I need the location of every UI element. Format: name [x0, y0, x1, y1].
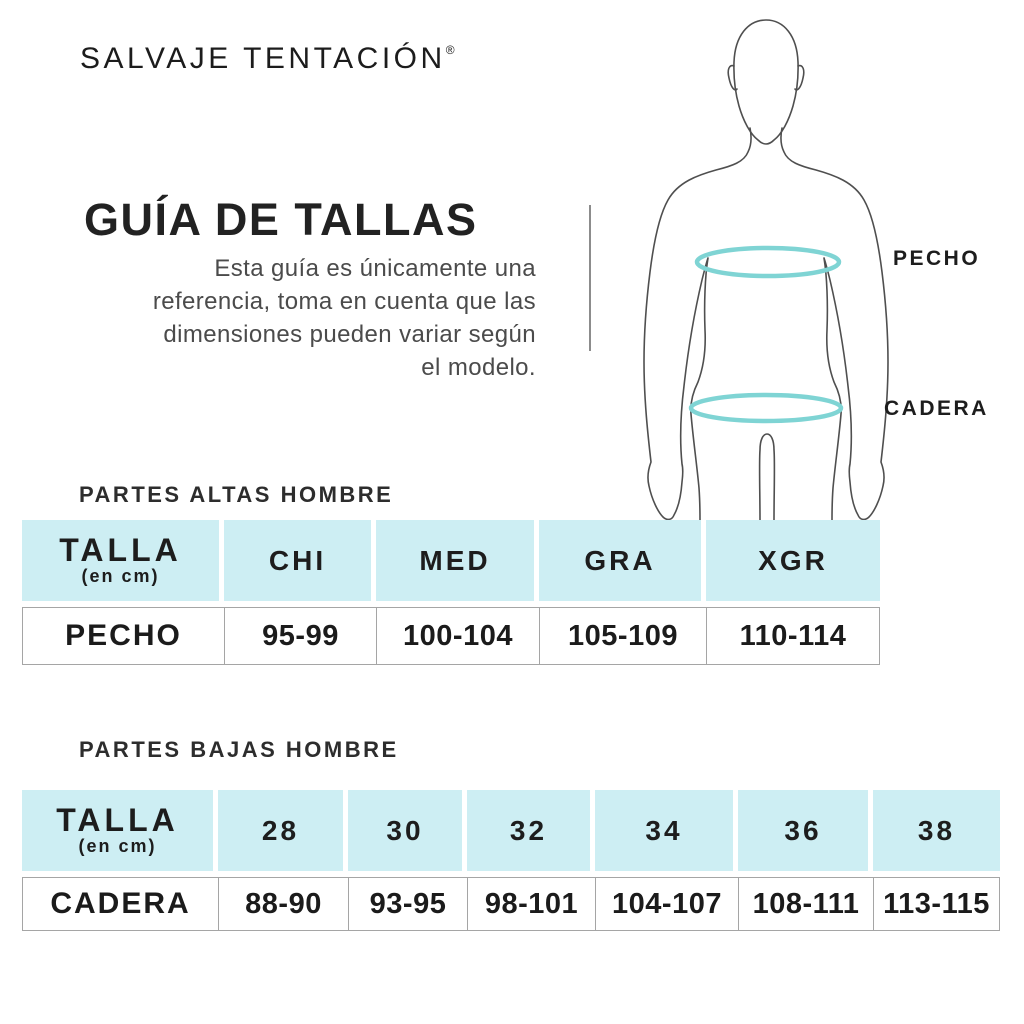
lower-row-label: CADERA: [22, 877, 219, 931]
lower-sizes-table: TALLA (en cm) 28 30 32 34 36 38 CADERA 8…: [22, 790, 1000, 931]
vertical-divider: [589, 205, 591, 351]
brand-logo: SALVAJE TENTACIÓN®: [80, 42, 455, 76]
upper-value-cell: 100-104: [376, 607, 540, 665]
intro-line: el modelo.: [421, 354, 536, 381]
lower-size-header-cell: TALLA (en cm): [22, 790, 213, 871]
size-label: TALLA: [56, 801, 179, 838]
upper-size-header-cell: TALLA (en cm): [22, 520, 219, 601]
upper-value-cell: 95-99: [224, 607, 377, 665]
size-unit-label: (en cm): [78, 835, 157, 856]
upper-value-cell: 105-109: [539, 607, 707, 665]
intro-text: Esta guía es únicamente una referencia, …: [52, 252, 536, 384]
page-title: GUÍA DE TALLAS: [84, 194, 478, 245]
right-body-outline: [780, 127, 889, 520]
lower-value-cell: 98-101: [467, 877, 596, 931]
lower-col-header: 36: [738, 790, 868, 871]
chest-label: PECHO: [893, 247, 981, 270]
lower-value-cell: 104-107: [595, 877, 739, 931]
size-label: TALLA: [59, 531, 182, 568]
lower-col-header: 32: [467, 790, 590, 871]
intro-line: dimensiones pueden variar según: [163, 321, 536, 348]
lower-col-header: 34: [595, 790, 733, 871]
brand-name: SALVAJE TENTACIÓN: [80, 42, 446, 75]
lower-section-heading: PARTES BAJAS HOMBRE: [79, 737, 399, 762]
upper-sizes-table: TALLA (en cm) CHI MED GRA XGR PECHO 95-9…: [22, 520, 880, 665]
upper-col-header: CHI: [224, 520, 371, 601]
lower-col-header: 38: [873, 790, 1000, 871]
lower-value-cell: 108-111: [738, 877, 874, 931]
hip-measure-line: [688, 392, 844, 424]
registered-trademark-symbol: ®: [445, 43, 455, 57]
upper-col-header: MED: [376, 520, 534, 601]
chest-measure-line: [694, 245, 842, 279]
size-unit-label: (en cm): [81, 565, 160, 586]
male-body-outline-figure: [598, 14, 934, 520]
body-outline: [643, 19, 889, 520]
lower-value-cell: 93-95: [348, 877, 468, 931]
lower-col-header: 30: [348, 790, 462, 871]
intro-line: Esta guía es únicamente una: [214, 255, 536, 282]
upper-value-cell: 110-114: [706, 607, 880, 665]
upper-col-header: XGR: [706, 520, 880, 601]
lower-value-cell: 113-115: [873, 877, 1000, 931]
head-outline: [733, 19, 799, 145]
intro-line: referencia, toma en cuenta que las: [152, 288, 536, 315]
right-ear: [794, 64, 805, 91]
inner-legs-outline: [758, 433, 776, 520]
left-ear: [727, 64, 738, 91]
upper-section-heading: PARTES ALTAS HOMBRE: [79, 482, 394, 507]
lower-value-cell: 88-90: [218, 877, 349, 931]
upper-row-label: PECHO: [22, 607, 225, 665]
left-body-outline: [643, 127, 752, 520]
hip-label: CADERA: [884, 397, 989, 420]
lower-col-header: 28: [218, 790, 343, 871]
upper-col-header: GRA: [539, 520, 701, 601]
